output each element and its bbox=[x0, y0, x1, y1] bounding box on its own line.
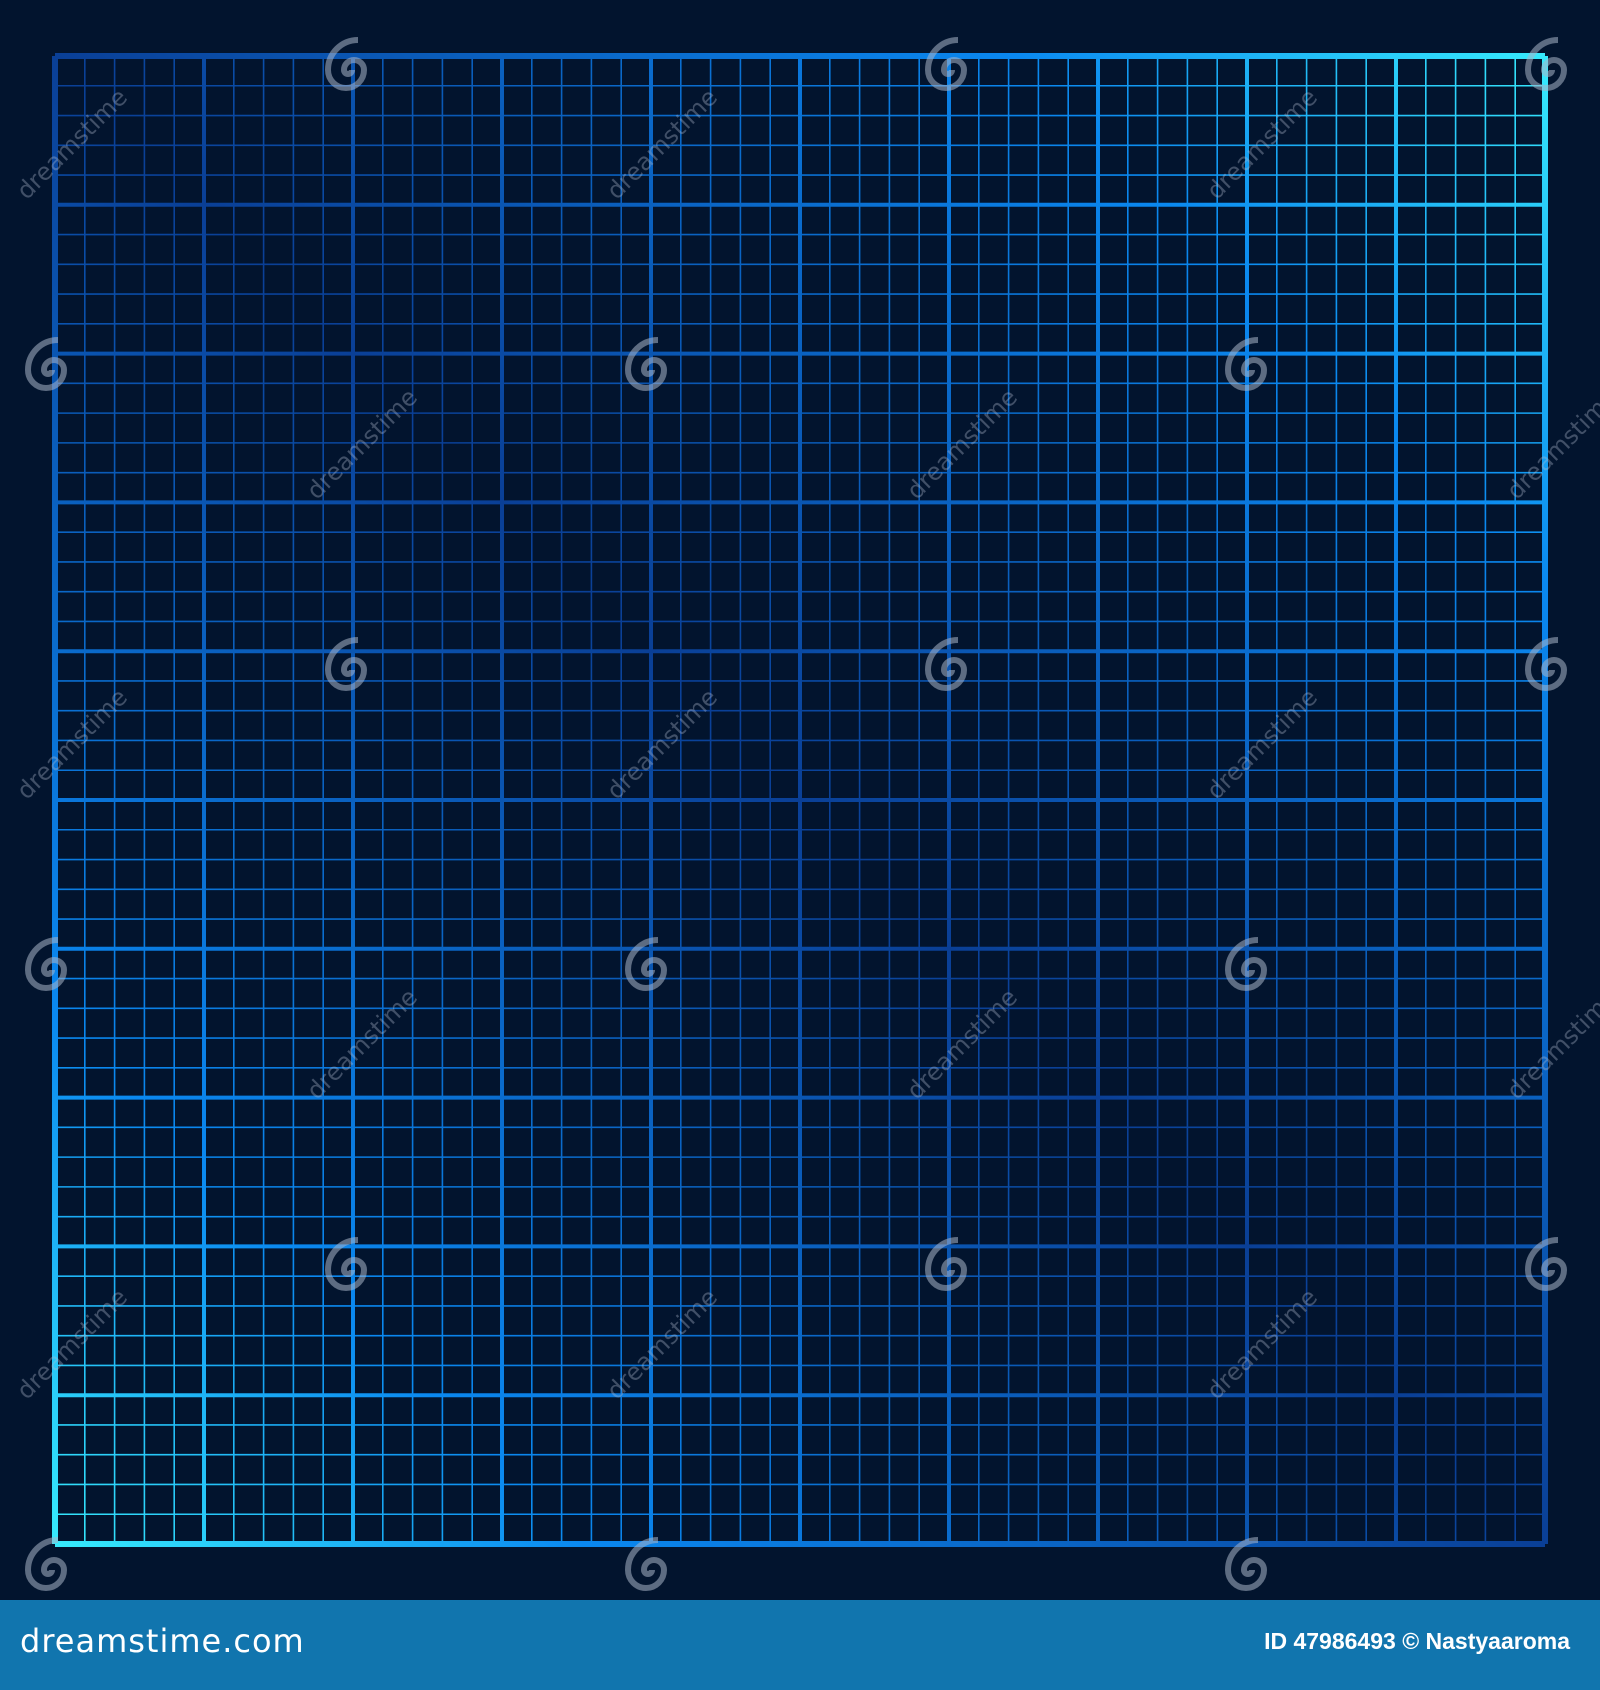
grid-paper bbox=[0, 0, 1600, 1600]
spiral-logo-icon bbox=[624, 1537, 668, 1591]
spiral-logo-icon bbox=[1524, 1237, 1568, 1291]
spiral-logo-icon bbox=[324, 637, 368, 691]
spiral-logo-icon bbox=[624, 937, 668, 991]
spiral-logo-icon bbox=[1224, 937, 1268, 991]
spiral-logo-icon bbox=[924, 637, 968, 691]
grid-lines bbox=[0, 0, 1600, 1600]
spiral-logo-icon bbox=[24, 1537, 68, 1591]
footer-bar: dreamstime.com ID 47986493 © Nastyaaroma bbox=[0, 1600, 1600, 1690]
spiral-logo-icon bbox=[924, 37, 968, 91]
spiral-logo-icon bbox=[624, 337, 668, 391]
spiral-logo-icon bbox=[1524, 637, 1568, 691]
spiral-logo-icon bbox=[1224, 1537, 1268, 1591]
spiral-logo-icon bbox=[324, 37, 368, 91]
spiral-logo-icon bbox=[24, 337, 68, 391]
spiral-logo-icon bbox=[1524, 37, 1568, 91]
brand-logo[interactable]: dreamstime.com bbox=[20, 1622, 305, 1660]
spiral-logo-icon bbox=[924, 1237, 968, 1291]
spiral-logo-icon bbox=[1224, 337, 1268, 391]
image-credit: ID 47986493 © Nastyaaroma bbox=[1264, 1628, 1570, 1654]
spiral-logo-icon bbox=[24, 937, 68, 991]
spiral-logo-icon bbox=[324, 1237, 368, 1291]
